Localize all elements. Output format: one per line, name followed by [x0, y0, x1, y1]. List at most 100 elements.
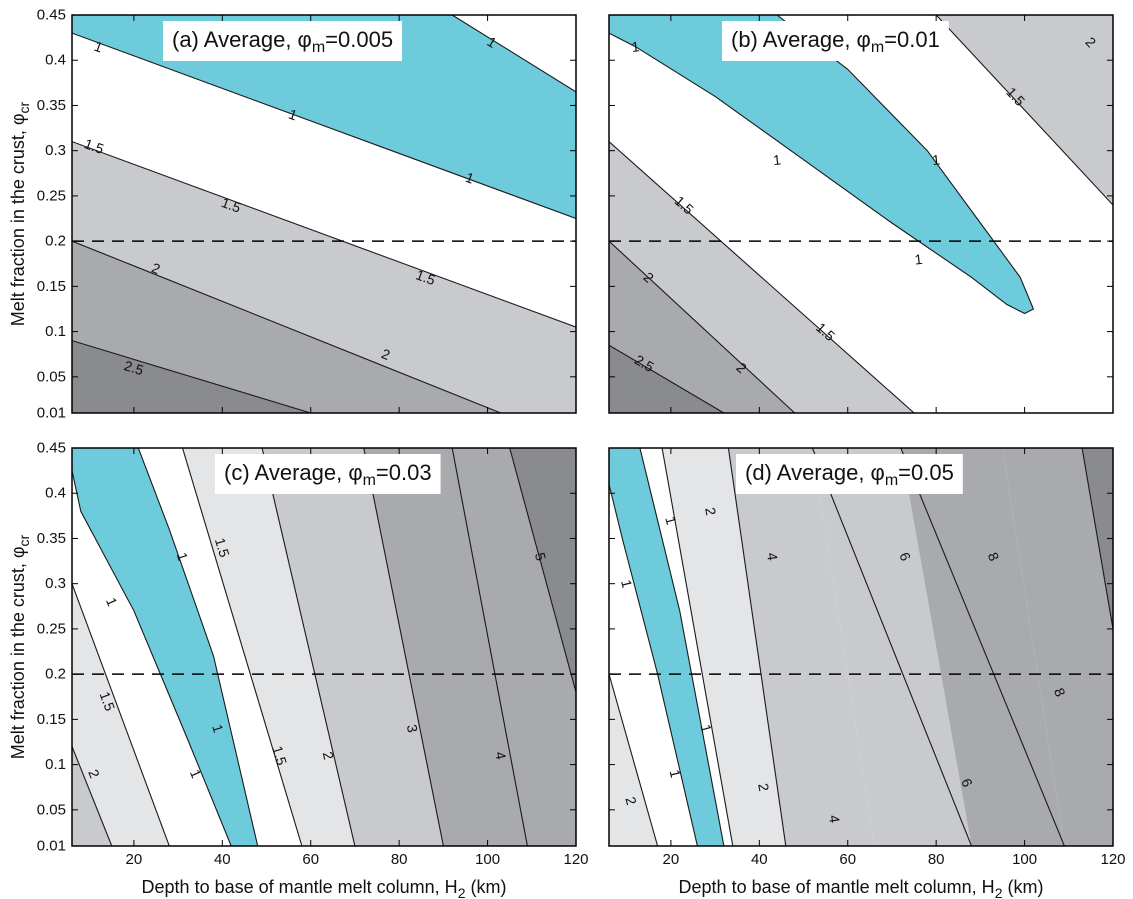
panel-title-text: (d) Average, φm=0.05	[745, 460, 954, 489]
x-tick-label: 120	[563, 851, 588, 868]
contour-label: 5	[532, 551, 550, 563]
y-tick-label: 0.35	[37, 97, 66, 114]
contour-line	[811, 448, 973, 846]
x-tick-label: 80	[391, 851, 408, 868]
filled-region-level_1_5	[182, 448, 355, 846]
contour-label: 3	[404, 723, 421, 734]
x-tick-label: 20	[663, 851, 680, 868]
filled-region-cyan	[609, 448, 724, 846]
filled-region-level_2	[262, 448, 444, 846]
y-tick-label: 0.25	[37, 620, 66, 637]
contour-label: 1	[698, 722, 716, 734]
x-tick-label: 60	[839, 851, 856, 868]
panel-title: (b) Average, φm=0.01	[722, 21, 949, 61]
filled-region-cyan	[72, 15, 576, 219]
contour-line	[261, 448, 356, 846]
x-tick-label: 60	[302, 851, 319, 868]
contour-line	[72, 32, 576, 220]
contour-line	[72, 340, 311, 413]
x-tick-label: 40	[214, 851, 231, 868]
plot-frame	[71, 14, 577, 414]
contour-label: 1	[667, 768, 684, 780]
panel-title: (c) Average, φm=0.03	[215, 454, 441, 494]
y-tick-label: 0.25	[37, 187, 66, 204]
contour-label: 2	[320, 750, 337, 761]
x-tick-label: 20	[126, 851, 143, 868]
contour-line	[72, 470, 232, 846]
contour-line	[609, 15, 1035, 315]
contour-label: 1	[772, 151, 782, 168]
y-tick-label: 0.4	[45, 485, 66, 502]
y-tick-label: 0.05	[37, 801, 66, 818]
plot-frame	[71, 447, 577, 847]
plot-frame	[608, 447, 1114, 847]
y-tick-label: 0.15	[37, 711, 66, 728]
y-tick-label: 0.2	[45, 233, 66, 250]
x-tick-label: 40	[751, 851, 768, 868]
filled-region-level_2	[728, 448, 875, 846]
x-tick-label: 100	[1012, 851, 1037, 868]
filled-region-level_1_5	[662, 448, 786, 846]
x-tick-label: 100	[475, 851, 500, 868]
panel-title-text: (c) Average, φm=0.03	[224, 460, 432, 489]
panel-title-background	[163, 21, 403, 61]
contour-line	[613, 448, 725, 846]
filled-region-level_2_5	[363, 448, 528, 846]
y-tick-label: 0.15	[37, 278, 66, 295]
panel-title: (a) Average, φm=0.005	[163, 21, 403, 61]
contour-line	[609, 673, 659, 846]
panel-title-background	[215, 454, 441, 494]
panel-title-background	[722, 21, 949, 61]
contour-label: 1	[618, 578, 635, 590]
filled-region-level_2	[72, 141, 576, 413]
contour-label: 4	[764, 551, 781, 561]
x-tick-label: 120	[1100, 851, 1125, 868]
x-tick-label: 80	[928, 851, 945, 868]
contour-line	[72, 141, 576, 328]
y-tick-label: 0.4	[45, 52, 66, 69]
contour-line	[363, 448, 444, 846]
contour-line	[72, 240, 502, 413]
contour-label: 1.5	[269, 744, 290, 767]
contour-label: 2	[702, 506, 719, 517]
contour-label: 1.5	[212, 536, 233, 559]
contour-label: 4	[826, 814, 843, 824]
contour-label: 1.5	[82, 135, 106, 157]
contour-line	[509, 448, 576, 693]
contour-label: 1	[662, 514, 680, 526]
contour-line	[609, 240, 796, 413]
panel-a: 2.5221.51.51.511110.010.050.10.150.20.25…	[37, 7, 577, 422]
panel-title: (d) Average, φm=0.05	[736, 454, 963, 494]
y-tick-label: 0.3	[45, 575, 66, 592]
y-tick-label: 0.01	[37, 405, 66, 422]
y-tick-label: 0.35	[37, 530, 66, 547]
plot-frame	[608, 14, 1114, 414]
contour-label: 1.5	[219, 194, 243, 216]
x-axis-label: Depth to base of mantle melt column, H2 …	[142, 877, 507, 899]
contour-line	[935, 15, 1113, 206]
y-tick-label: 0.01	[37, 838, 66, 855]
contour-label: 1	[631, 38, 641, 55]
y-tick-label: 0.45	[37, 440, 66, 457]
contour-line	[451, 15, 576, 93]
y-tick-label: 0.1	[45, 756, 66, 773]
y-tick-label: 0.3	[45, 142, 66, 159]
contour-label: 1.5	[414, 266, 438, 288]
contour-label: 1	[931, 151, 941, 168]
y-axis-label: Melt fraction in the crust, φcr	[8, 101, 32, 326]
contour-line	[72, 583, 170, 846]
y-tick-label: 0.05	[37, 368, 66, 385]
filled-region-cyan	[609, 15, 1034, 314]
y-tick-label: 0.2	[45, 666, 66, 683]
contour-label: 2.5	[122, 357, 145, 378]
contour-line	[1081, 448, 1113, 629]
filled-region-cyan	[72, 448, 258, 846]
x-axis-label: Depth to base of mantle melt column, H2 …	[679, 877, 1044, 899]
